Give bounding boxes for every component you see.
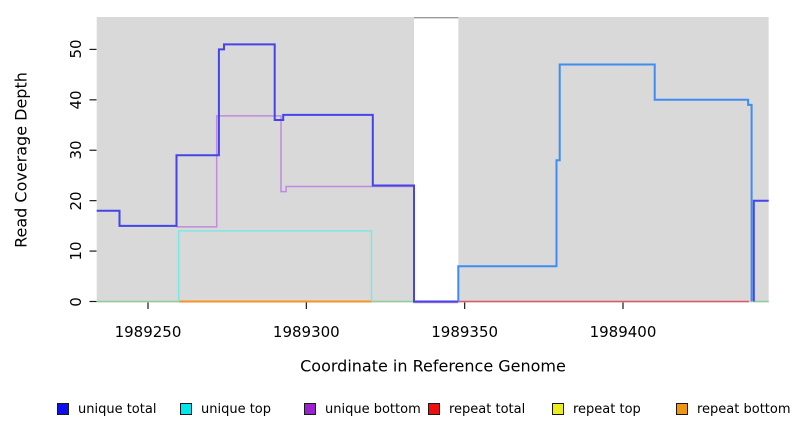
series-unique-total (752, 199, 769, 302)
x-tick-label-1989250: 1989250 (114, 323, 182, 341)
x-tick-label-1989400: 1989400 (589, 323, 657, 341)
x-tick-label-1989300: 1989300 (272, 323, 340, 341)
x-axis-title: Coordinate in Reference Genome (300, 356, 566, 376)
y-tick-label-30: 30 (67, 140, 85, 160)
x-tick-label-1989350: 1989350 (431, 323, 499, 341)
series-unique-total (96, 43, 459, 303)
series-unique-total-right (457, 63, 753, 302)
y-tick-label-50: 50 (67, 39, 85, 59)
coverage-region-right (458, 17, 769, 303)
y-axis-title: Read Coverage Depth (11, 72, 31, 248)
y-tick-label-0: 0 (67, 296, 85, 307)
y-tick-label-10: 10 (67, 241, 85, 261)
series-unique-top (177, 230, 373, 302)
y-tick-label-20: 20 (67, 191, 85, 211)
y-tick-label-40: 40 (67, 90, 85, 110)
coverage-region-left (96, 17, 415, 303)
